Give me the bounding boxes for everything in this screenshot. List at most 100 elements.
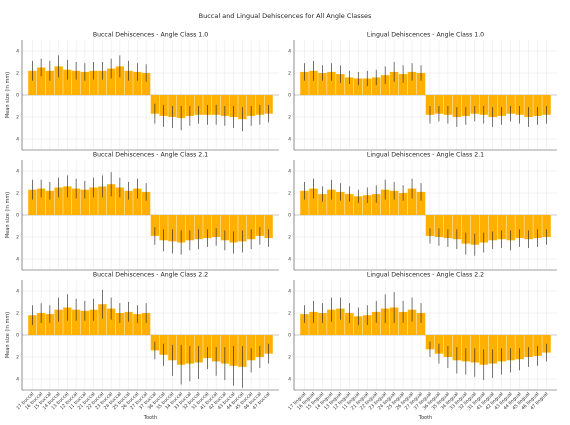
bar-21-lingual xyxy=(362,78,372,95)
bar-27-buccal xyxy=(141,191,151,215)
bar-11-lingual xyxy=(354,78,363,95)
bar-17-lingual xyxy=(300,71,309,95)
bar-15-lingual xyxy=(318,73,327,95)
y-tick-label: 2 xyxy=(16,71,19,77)
bar-21-buccal xyxy=(89,70,98,95)
bar-35-buccal xyxy=(168,215,177,242)
bar-16-lingual xyxy=(309,70,318,95)
bar-34-lingual xyxy=(452,215,462,240)
bar-37-lingual xyxy=(425,95,435,115)
bar-22-buccal xyxy=(98,70,107,95)
y-axis-label: Mean size (in mm) xyxy=(5,72,11,118)
y-tick-label: 2 xyxy=(288,311,291,317)
y-tick-label: 2 xyxy=(16,235,19,241)
bar-17-lingual xyxy=(300,190,309,215)
bar-25-lingual xyxy=(398,74,408,95)
bar-32-buccal xyxy=(194,215,203,240)
bar-22-buccal xyxy=(98,304,107,335)
bar-25-lingual xyxy=(398,193,408,215)
bar-16-lingual xyxy=(309,188,318,215)
bar-44-lingual xyxy=(515,95,524,115)
bar-36-lingual xyxy=(434,215,444,237)
bar-15-buccal xyxy=(45,190,55,215)
bar-12-buccal xyxy=(71,309,81,335)
bar-23-lingual xyxy=(380,189,390,215)
panel-title: Lingual Dehiscences - Angle Class 2.2 xyxy=(367,272,484,279)
bar-23-lingual xyxy=(380,75,390,95)
bar-15-buccal xyxy=(45,70,55,95)
bar-44-buccal xyxy=(238,215,247,242)
bar-21-lingual xyxy=(362,195,372,215)
bar-24-buccal xyxy=(115,313,125,335)
bar-47-buccal xyxy=(264,95,273,114)
y-tick-label: 2 xyxy=(16,115,19,121)
bar-22-lingual xyxy=(371,77,381,95)
bar-41-lingual xyxy=(488,215,497,241)
bar-26-buccal xyxy=(133,314,142,335)
bar-46-lingual xyxy=(533,215,542,239)
y-tick-label: 4 xyxy=(288,169,291,175)
chart-panel-2: Lingual Dehiscences - Angle Class 1.0 4 2 0… xyxy=(288,32,557,151)
bar-43-buccal xyxy=(229,215,238,243)
bar-13-buccal xyxy=(63,186,72,215)
bar-22-lingual xyxy=(371,194,381,215)
bar-47-buccal xyxy=(264,215,273,239)
bar-26-buccal xyxy=(133,188,142,215)
panel-title: Lingual Dehiscences - Angle Class 2.1 xyxy=(367,152,484,159)
figure-suptitle: Buccal and Lingual Dehiscences for All A… xyxy=(199,12,372,20)
bar-21-buccal xyxy=(89,187,98,215)
y-axis-label: Mean size (in mm) xyxy=(5,312,11,358)
bar-14-buccal xyxy=(54,309,63,335)
bar-42-buccal xyxy=(220,215,230,241)
bar-24-lingual xyxy=(389,190,399,215)
bar-27-lingual xyxy=(416,313,426,335)
bar-37-buccal xyxy=(150,215,160,236)
bar-13-buccal xyxy=(63,69,72,95)
bar-42-lingual xyxy=(497,215,506,240)
bar-41-buccal xyxy=(211,215,221,237)
x-axis-label: Tooth xyxy=(418,415,432,421)
chart-panel-6: Lingual Dehiscences - Angle Class 2.2 4 2 0… xyxy=(287,272,557,421)
bar-11-buccal xyxy=(80,189,90,215)
y-tick-label: 2 xyxy=(16,355,19,361)
bar-13-lingual xyxy=(336,308,345,335)
bar-33-lingual xyxy=(461,95,471,116)
panel-title: Buccal Dehiscences - Angle Class 2.1 xyxy=(93,152,208,159)
bar-15-buccal xyxy=(45,314,55,335)
bar-25-buccal xyxy=(124,70,133,95)
bar-24-lingual xyxy=(389,71,399,95)
bar-26-lingual xyxy=(407,71,417,95)
bar-25-lingual xyxy=(398,311,408,335)
bar-36-buccal xyxy=(159,215,168,241)
bar-45-lingual xyxy=(524,335,533,357)
bar-46-lingual xyxy=(533,95,542,116)
bar-42-buccal xyxy=(220,95,230,116)
bar-45-buccal xyxy=(246,335,256,361)
bar-37-lingual xyxy=(425,215,435,236)
bar-44-lingual xyxy=(515,335,524,360)
x-axis-label: Tooth xyxy=(143,415,157,421)
bar-11-buccal xyxy=(80,71,90,95)
bar-42-lingual xyxy=(497,95,506,116)
y-tick-label: 4 xyxy=(16,289,19,295)
bar-16-buccal xyxy=(36,67,46,95)
bar-13-lingual xyxy=(336,74,345,95)
bar-47-lingual xyxy=(542,95,551,115)
y-tick-label: 0 xyxy=(288,93,291,99)
bar-45-buccal xyxy=(246,95,256,116)
y-tick-label: 4 xyxy=(288,257,291,263)
bar-23-buccal xyxy=(106,308,116,335)
bar-12-lingual xyxy=(345,194,354,215)
bar-32-lingual xyxy=(470,95,480,114)
bar-14-lingual xyxy=(327,189,336,215)
bar-11-buccal xyxy=(80,310,90,335)
y-tick-label: 2 xyxy=(16,191,19,197)
bar-43-lingual xyxy=(506,215,515,241)
bar-27-lingual xyxy=(416,191,426,215)
y-tick-label: 4 xyxy=(16,137,19,143)
bar-31-lingual xyxy=(479,95,489,115)
bar-35-lingual xyxy=(443,215,453,239)
panel-title: Lingual Dehiscences - Angle Class 1.0 xyxy=(367,32,484,39)
